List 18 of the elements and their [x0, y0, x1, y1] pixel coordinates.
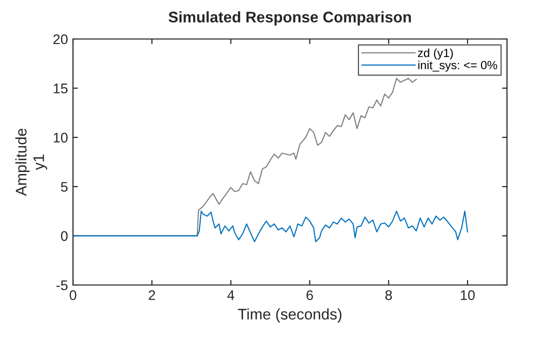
x-tick-label: 4	[227, 290, 234, 300]
legend-label: init_sys: <= 0%	[418, 60, 498, 72]
legend-label: zd (y1)	[418, 48, 453, 60]
x-tick-label: 10	[460, 290, 475, 300]
x-tick-label: 6	[306, 290, 313, 300]
x-tick-label: 0	[70, 290, 76, 300]
y-tick-label: 20	[53, 34, 68, 44]
y-tick-label: 10	[54, 132, 68, 143]
chart-title: Simulated Response Comparison	[168, 11, 411, 26]
x-tick-label: 2	[148, 290, 156, 300]
y-tick-label: -5	[56, 280, 68, 290]
x-axis-title: Time (seconds)	[238, 308, 342, 323]
y-tick-label: 15	[54, 84, 68, 94]
y-tick-label: 0	[60, 231, 68, 241]
y-tick-label: 5	[60, 182, 68, 192]
y-axis-title: Amplitude y1	[15, 128, 48, 196]
line-series	[73, 210, 468, 242]
x-tick-label: 8	[385, 290, 392, 300]
